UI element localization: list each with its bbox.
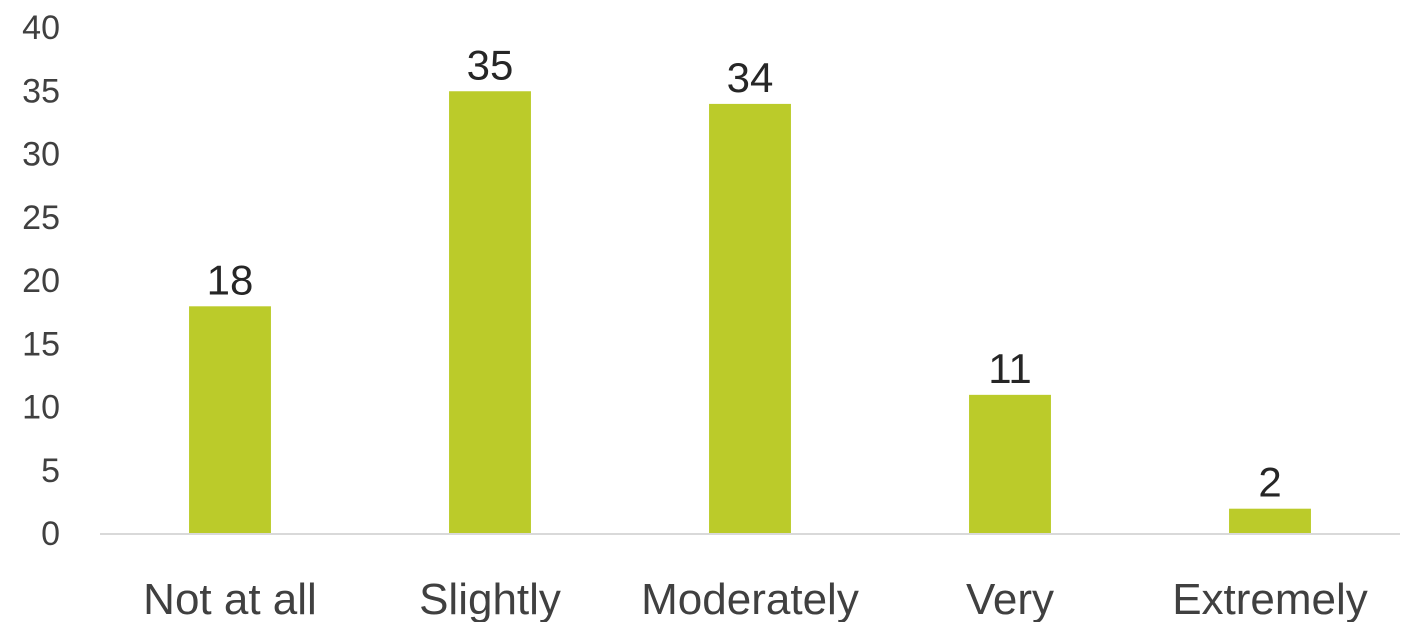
category-label: Moderately: [641, 575, 859, 622]
data-labels-group: 18 35 34 11 2: [207, 41, 1282, 505]
bar: [449, 91, 531, 534]
y-tick-label: 25: [22, 199, 60, 237]
data-label: 34: [727, 54, 774, 101]
y-tick-label: 30: [22, 136, 60, 174]
y-tick-label: 35: [22, 72, 60, 110]
bars-group: [189, 91, 1311, 535]
y-tick-label: 20: [22, 262, 60, 300]
data-label: 11: [988, 345, 1032, 392]
category-label: Very: [966, 575, 1054, 622]
y-tick-label: 5: [41, 452, 60, 490]
bar: [189, 306, 271, 534]
bar: [969, 394, 1051, 534]
category-label: Not at all: [143, 575, 317, 622]
y-axis-ticks: 0 5 10 15 20 25 30 35 40: [22, 9, 60, 553]
y-tick-label: 0: [41, 515, 60, 553]
data-label: 35: [467, 41, 514, 88]
bar: [709, 103, 791, 535]
data-label: 2: [1258, 459, 1281, 506]
y-tick-label: 10: [22, 389, 60, 427]
category-labels-group: Not at all Slightly Moderately Very Extremel…: [143, 575, 1368, 622]
category-label: Extremely: [1172, 575, 1368, 622]
data-label: 18: [207, 256, 254, 303]
bar: [1229, 508, 1311, 534]
y-tick-label: 40: [22, 9, 60, 47]
y-tick-label: 15: [22, 325, 60, 363]
category-label: Slightly: [419, 575, 561, 622]
